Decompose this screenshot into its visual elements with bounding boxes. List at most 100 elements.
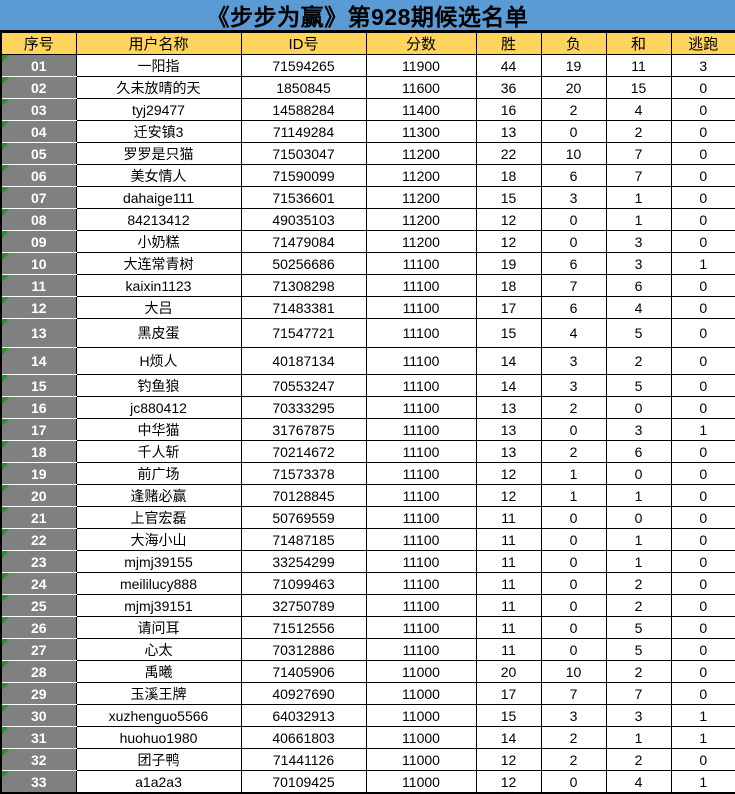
cell-wins[interactable]: 11 <box>475 572 542 595</box>
cell-username[interactable]: 心太 <box>75 638 242 661</box>
cell-wins[interactable]: 14 <box>475 347 542 375</box>
cell-index[interactable]: 18 <box>0 440 77 463</box>
cell-escapes[interactable]: 1 <box>670 726 735 749</box>
cell-username[interactable]: 中华猫 <box>75 418 242 441</box>
cell-escapes[interactable]: 0 <box>670 484 735 507</box>
cell-losses[interactable]: 7 <box>540 682 607 705</box>
cell-username[interactable]: 迁安镇3 <box>75 120 242 143</box>
cell-draws[interactable]: 2 <box>605 748 672 771</box>
header-losses[interactable]: 负 <box>540 32 607 55</box>
cell-escapes[interactable]: 0 <box>670 572 735 595</box>
cell-id[interactable]: 64032913 <box>240 704 367 727</box>
cell-index[interactable]: 29 <box>0 682 77 705</box>
cell-losses[interactable]: 2 <box>540 748 607 771</box>
cell-id[interactable]: 71573378 <box>240 462 367 485</box>
cell-username[interactable]: kaixin1123 <box>75 274 242 297</box>
cell-losses[interactable]: 0 <box>540 528 607 551</box>
cell-losses[interactable]: 0 <box>540 230 607 253</box>
cell-draws[interactable]: 7 <box>605 682 672 705</box>
cell-id[interactable]: 49035103 <box>240 208 367 231</box>
cell-id[interactable]: 1850845 <box>240 76 367 99</box>
cell-id[interactable]: 71405906 <box>240 660 367 683</box>
cell-id[interactable]: 32750789 <box>240 594 367 617</box>
cell-draws[interactable]: 1 <box>605 726 672 749</box>
cell-index[interactable]: 27 <box>0 638 77 661</box>
cell-score[interactable]: 11000 <box>365 726 477 749</box>
cell-username[interactable]: 罗罗是只猫 <box>75 142 242 165</box>
cell-id[interactable]: 71479084 <box>240 230 367 253</box>
cell-score[interactable]: 11100 <box>365 418 477 441</box>
cell-id[interactable]: 71547721 <box>240 318 367 348</box>
cell-draws[interactable]: 7 <box>605 164 672 187</box>
cell-wins[interactable]: 13 <box>475 120 542 143</box>
cell-score[interactable]: 11100 <box>365 506 477 529</box>
header-draws[interactable]: 和 <box>605 32 672 55</box>
cell-escapes[interactable]: 0 <box>670 550 735 573</box>
cell-score[interactable]: 11100 <box>365 296 477 319</box>
cell-index[interactable]: 32 <box>0 748 77 771</box>
cell-username[interactable]: a1a2a3 <box>75 770 242 794</box>
cell-score[interactable]: 11100 <box>365 252 477 275</box>
cell-username[interactable]: 小奶糕 <box>75 230 242 253</box>
cell-index[interactable]: 04 <box>0 120 77 143</box>
cell-username[interactable]: 上官宏磊 <box>75 506 242 529</box>
cell-wins[interactable]: 18 <box>475 164 542 187</box>
cell-escapes[interactable]: 0 <box>670 462 735 485</box>
cell-username[interactable]: 一阳指 <box>75 54 242 77</box>
cell-draws[interactable]: 0 <box>605 396 672 419</box>
cell-draws[interactable]: 5 <box>605 616 672 639</box>
cell-id[interactable]: 70312886 <box>240 638 367 661</box>
cell-score[interactable]: 11100 <box>365 374 477 397</box>
cell-wins[interactable]: 11 <box>475 594 542 617</box>
cell-escapes[interactable]: 0 <box>670 274 735 297</box>
cell-draws[interactable]: 2 <box>605 120 672 143</box>
cell-losses[interactable]: 0 <box>540 506 607 529</box>
cell-wins[interactable]: 13 <box>475 440 542 463</box>
cell-username[interactable]: 大海小山 <box>75 528 242 551</box>
cell-losses[interactable]: 1 <box>540 484 607 507</box>
cell-index[interactable]: 22 <box>0 528 77 551</box>
cell-id[interactable]: 70214672 <box>240 440 367 463</box>
cell-index[interactable]: 31 <box>0 726 77 749</box>
cell-index[interactable]: 16 <box>0 396 77 419</box>
cell-score[interactable]: 11100 <box>365 528 477 551</box>
cell-score[interactable]: 11600 <box>365 76 477 99</box>
header-index[interactable]: 序号 <box>0 32 77 55</box>
cell-escapes[interactable]: 0 <box>670 318 735 348</box>
cell-score[interactable]: 11000 <box>365 748 477 771</box>
cell-draws[interactable]: 1 <box>605 528 672 551</box>
header-score[interactable]: 分数 <box>365 32 477 55</box>
cell-score[interactable]: 11000 <box>365 770 477 794</box>
cell-wins[interactable]: 11 <box>475 550 542 573</box>
cell-draws[interactable]: 3 <box>605 230 672 253</box>
cell-id[interactable]: 40661803 <box>240 726 367 749</box>
cell-score[interactable]: 11200 <box>365 164 477 187</box>
cell-escapes[interactable]: 1 <box>670 770 735 794</box>
cell-index[interactable]: 07 <box>0 186 77 209</box>
cell-score[interactable]: 11100 <box>365 572 477 595</box>
cell-username[interactable]: 禹曦 <box>75 660 242 683</box>
cell-draws[interactable]: 5 <box>605 638 672 661</box>
cell-index[interactable]: 14 <box>0 347 77 375</box>
cell-id[interactable]: 50769559 <box>240 506 367 529</box>
cell-score[interactable]: 11100 <box>365 594 477 617</box>
cell-id[interactable]: 71099463 <box>240 572 367 595</box>
cell-id[interactable]: 14588284 <box>240 98 367 121</box>
cell-wins[interactable]: 15 <box>475 704 542 727</box>
cell-id[interactable]: 33254299 <box>240 550 367 573</box>
cell-score[interactable]: 11200 <box>365 230 477 253</box>
cell-losses[interactable]: 2 <box>540 440 607 463</box>
cell-draws[interactable]: 3 <box>605 704 672 727</box>
cell-wins[interactable]: 17 <box>475 682 542 705</box>
cell-score[interactable]: 11400 <box>365 98 477 121</box>
cell-losses[interactable]: 0 <box>540 770 607 794</box>
cell-escapes[interactable]: 0 <box>670 296 735 319</box>
cell-username[interactable]: 钓鱼狼 <box>75 374 242 397</box>
cell-losses[interactable]: 1 <box>540 462 607 485</box>
cell-wins[interactable]: 17 <box>475 296 542 319</box>
cell-index[interactable]: 21 <box>0 506 77 529</box>
cell-index[interactable]: 06 <box>0 164 77 187</box>
cell-score[interactable]: 11100 <box>365 484 477 507</box>
cell-escapes[interactable]: 0 <box>670 164 735 187</box>
cell-losses[interactable]: 2 <box>540 396 607 419</box>
